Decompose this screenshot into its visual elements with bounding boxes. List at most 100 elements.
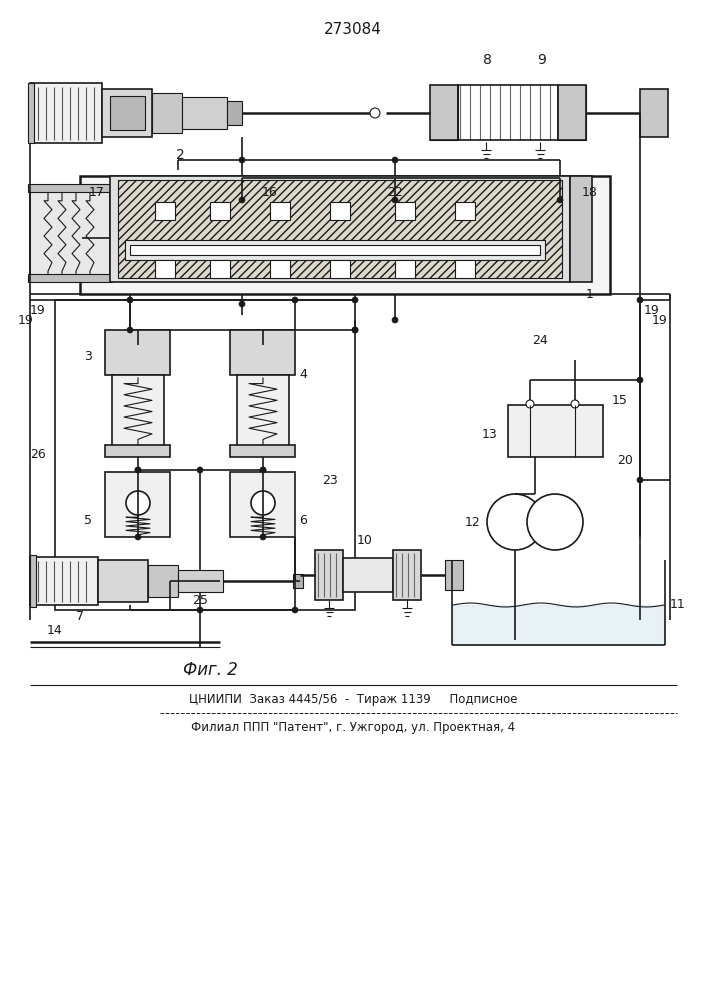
Bar <box>210 260 230 278</box>
Bar <box>110 96 145 130</box>
Circle shape <box>251 491 275 515</box>
Bar <box>227 101 242 125</box>
Text: 11: 11 <box>670 598 686 611</box>
Text: 19: 19 <box>644 304 660 316</box>
Bar <box>393 550 421 600</box>
Bar <box>445 560 463 590</box>
Circle shape <box>135 467 141 473</box>
Text: 9: 9 <box>537 53 547 67</box>
Circle shape <box>392 157 398 163</box>
Circle shape <box>292 297 298 303</box>
Bar <box>155 260 175 278</box>
Bar <box>330 202 350 220</box>
Circle shape <box>392 317 398 323</box>
Bar <box>118 180 562 278</box>
Circle shape <box>526 400 534 408</box>
Bar <box>125 240 545 260</box>
Circle shape <box>126 491 150 515</box>
Text: 12: 12 <box>464 516 480 528</box>
Circle shape <box>239 301 245 307</box>
Circle shape <box>260 467 266 473</box>
Text: 8: 8 <box>483 53 491 67</box>
Circle shape <box>352 327 358 333</box>
Bar <box>230 472 295 537</box>
Bar <box>30 557 98 605</box>
Text: 7: 7 <box>76 610 84 624</box>
Circle shape <box>557 197 563 203</box>
Text: 14: 14 <box>47 624 63 637</box>
Bar <box>270 260 290 278</box>
Circle shape <box>239 197 245 203</box>
Bar <box>28 184 112 192</box>
Text: 22: 22 <box>387 186 403 198</box>
Bar <box>105 445 170 457</box>
Circle shape <box>292 607 298 613</box>
Bar <box>570 176 592 282</box>
Bar <box>108 333 167 372</box>
Circle shape <box>197 467 203 473</box>
Circle shape <box>571 400 579 408</box>
Bar <box>558 85 586 140</box>
Bar <box>270 202 290 220</box>
Bar <box>293 574 303 588</box>
Bar <box>105 330 170 375</box>
Bar <box>395 202 415 220</box>
Bar <box>237 375 289 447</box>
Circle shape <box>637 477 643 483</box>
Circle shape <box>352 327 358 333</box>
Text: 13: 13 <box>481 428 497 442</box>
Circle shape <box>135 467 141 473</box>
Text: 3: 3 <box>84 351 92 363</box>
Circle shape <box>135 534 141 540</box>
Bar <box>508 405 603 457</box>
Circle shape <box>487 494 543 550</box>
Circle shape <box>197 607 203 613</box>
Text: 19: 19 <box>652 314 667 326</box>
Bar <box>155 202 175 220</box>
Bar <box>315 550 343 600</box>
Text: 10: 10 <box>357 534 373 546</box>
Text: 24: 24 <box>532 334 548 347</box>
Circle shape <box>637 377 643 383</box>
Text: 5: 5 <box>84 514 92 526</box>
Circle shape <box>239 157 245 163</box>
Circle shape <box>352 297 358 303</box>
Text: Фиг. 2: Фиг. 2 <box>182 661 238 679</box>
Bar <box>98 560 148 602</box>
Circle shape <box>127 327 133 333</box>
Bar <box>182 97 227 129</box>
Bar <box>152 93 182 133</box>
Bar <box>430 85 458 140</box>
Text: 6: 6 <box>299 514 307 526</box>
Bar <box>178 570 223 592</box>
Text: 19: 19 <box>30 304 46 316</box>
Circle shape <box>637 297 643 303</box>
Bar <box>230 445 295 457</box>
Text: 20: 20 <box>617 454 633 466</box>
Circle shape <box>260 534 266 540</box>
Bar <box>30 188 110 282</box>
Bar <box>30 555 36 607</box>
Bar <box>343 558 393 592</box>
Bar <box>28 274 112 282</box>
Bar <box>640 89 668 137</box>
Circle shape <box>260 467 266 473</box>
Text: 26: 26 <box>30 448 46 462</box>
Text: 15: 15 <box>612 393 628 406</box>
Bar <box>230 330 295 375</box>
Circle shape <box>527 494 583 550</box>
Text: 16: 16 <box>262 186 278 198</box>
Text: 23: 23 <box>322 474 338 487</box>
Bar <box>148 565 178 597</box>
Text: 4: 4 <box>299 368 307 381</box>
Bar <box>102 89 152 137</box>
Bar <box>455 202 475 220</box>
Bar <box>28 83 34 143</box>
Bar <box>395 260 415 278</box>
Bar <box>558 85 586 140</box>
Bar <box>130 245 540 255</box>
Bar <box>455 260 475 278</box>
Text: 1: 1 <box>586 288 594 300</box>
Text: 19: 19 <box>18 314 34 326</box>
Text: 25: 25 <box>192 593 208 606</box>
